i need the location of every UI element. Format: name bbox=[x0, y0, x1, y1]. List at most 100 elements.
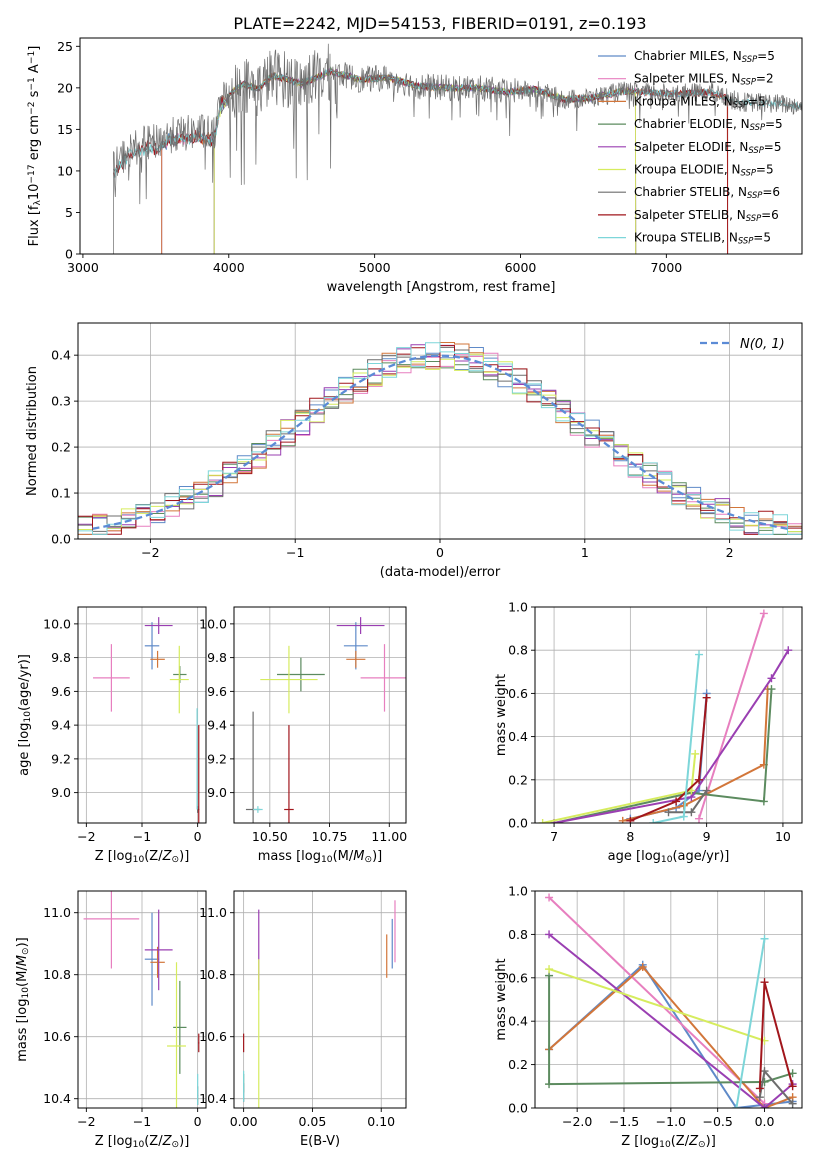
legend-label: Kroupa STELIB, NSSP=5 bbox=[634, 231, 771, 246]
series-marker bbox=[545, 930, 554, 939]
y-tick-label: 11.0 bbox=[199, 905, 227, 920]
y-tick-label: 0.6 bbox=[508, 686, 528, 701]
series-marker bbox=[649, 819, 658, 823]
axes-frame bbox=[79, 37, 803, 255]
y-tick-label: 0.8 bbox=[508, 643, 528, 658]
legend-label: Chabrier STELIB, NSSP=6 bbox=[634, 185, 780, 200]
y-tick-label: 10.4 bbox=[43, 1091, 71, 1106]
series-marker bbox=[767, 674, 776, 683]
x-tick-label: 0 bbox=[194, 829, 202, 844]
y-tick-label: 0.8 bbox=[508, 927, 528, 942]
spectrum-frame: 3000 4000 5000 6000 7000 0 5 10 15 20 25 wavelength… bbox=[27, 37, 803, 295]
x-tick-label: 10 bbox=[775, 829, 791, 844]
y-tick-label: 9.4 bbox=[207, 718, 227, 733]
x-axis-label: E(B-V) bbox=[300, 1134, 340, 1149]
mass_vs_Z-frame: −2 −1 0 10.4 10.6 10.8 11.0 Z [log10(Z/Z⊙)] mass… bbox=[15, 890, 207, 1150]
data-point-chabrier_miles bbox=[144, 622, 160, 670]
y-axis-label: age [log10(age/yr)] bbox=[17, 654, 33, 776]
series-marker bbox=[545, 965, 554, 974]
data-point-kroupa_stelib bbox=[197, 1073, 199, 1105]
y-tick-label: 9.2 bbox=[51, 751, 71, 766]
mass_vs_ebv-axes bbox=[234, 891, 406, 1108]
series-marker bbox=[759, 609, 768, 618]
series-marker bbox=[755, 1093, 764, 1102]
x-tick-label: −2 bbox=[77, 1114, 95, 1129]
series-marker bbox=[695, 650, 704, 659]
series-marker bbox=[545, 893, 554, 902]
axes-frame bbox=[233, 890, 407, 1109]
mass_vs_Z-plot-area bbox=[83, 891, 200, 1108]
y-axis-label: mass weight bbox=[494, 674, 509, 756]
y-tick-label: 0 bbox=[65, 247, 73, 262]
x-tick-label: 5000 bbox=[359, 260, 391, 275]
observed-spectrum-line bbox=[113, 43, 802, 254]
series-marker bbox=[545, 1080, 554, 1089]
x-axis-label: age [log10(age/yr)] bbox=[608, 849, 730, 865]
data-point-kroupa_elodie bbox=[169, 645, 189, 714]
series-marker bbox=[695, 814, 704, 823]
data-point-salpeter_elodie bbox=[144, 909, 173, 991]
y-tick-label: 9.4 bbox=[51, 718, 71, 733]
series-marker bbox=[759, 797, 768, 806]
y-axis-label: mass [log10(M/M⊙)] bbox=[15, 937, 31, 1061]
series-line-salpeter_stelib bbox=[630, 697, 708, 822]
x-tick-label: 0.10 bbox=[367, 1114, 395, 1129]
data-point-salpeter_stelib bbox=[198, 1033, 200, 1053]
series-marker bbox=[760, 1104, 769, 1108]
age_vs_Z-axes bbox=[78, 607, 206, 823]
data-point-chabrier_elodie bbox=[277, 657, 325, 692]
data-point-salpeter_miles bbox=[93, 644, 130, 712]
x-tick-label: 8 bbox=[626, 829, 634, 844]
residuals-frame: −2 −1 0 1 2 0.0 0.1 0.2 0.3 0.4 (data-model)/error… bbox=[25, 322, 803, 580]
series-marker bbox=[732, 1104, 741, 1108]
y-tick-label: 10.8 bbox=[199, 967, 227, 982]
x-tick-label: −1 bbox=[133, 1114, 151, 1129]
age_vs_mass-frame: 10.50 10.75 11.00 9.0 9.2 9.4 9.6 9.8 10.0 mass [… bbox=[199, 606, 407, 865]
axes-frame bbox=[534, 606, 803, 824]
series-marker bbox=[784, 646, 793, 655]
y-tick-label: 0.0 bbox=[508, 816, 528, 831]
y-tick-label: 15 bbox=[57, 122, 73, 137]
x-tick-label: −2.0 bbox=[562, 1114, 592, 1129]
series-marker bbox=[664, 808, 673, 817]
legend-label: Chabrier ELODIE, NSSP=5 bbox=[634, 117, 783, 132]
x-axis-label: Z [log10(Z/Z⊙)] bbox=[95, 1134, 190, 1150]
y-tick-label: 0.6 bbox=[508, 970, 528, 985]
data-point-kroupa_elodie bbox=[260, 645, 318, 714]
histogram-kroupa_stelib bbox=[78, 342, 802, 535]
y-tick-label: 10 bbox=[57, 163, 73, 178]
age_vs_mass-axes bbox=[234, 607, 406, 823]
mass_vs_Z-axes bbox=[78, 891, 206, 1108]
mass_vs_ebv-plot-area bbox=[243, 900, 396, 1108]
y-tick-label: 0.0 bbox=[508, 1101, 528, 1116]
y-tick-label: 10.6 bbox=[43, 1029, 71, 1044]
y-tick-label: 10.4 bbox=[199, 1091, 227, 1106]
age_vs_Z-frame: −2 −1 0 9.0 9.2 9.4 9.6 9.8 10.0 Z [log10(Z/Z⊙)] a… bbox=[17, 606, 207, 865]
y-tick-label: 9.0 bbox=[51, 785, 71, 800]
y-axis-label: Flux [fλ10−17 erg cm−2 s−1 A−1] bbox=[27, 46, 43, 247]
y-tick-label: 0.4 bbox=[508, 729, 528, 744]
legend-label: Salpeter STELIB, NSSP=6 bbox=[634, 208, 779, 223]
series-line-kroupa_stelib bbox=[735, 938, 766, 1108]
legend-label: Kroupa MILES, NSSP=5 bbox=[634, 94, 766, 109]
series-marker bbox=[755, 1084, 764, 1093]
series-marker bbox=[788, 1099, 797, 1108]
series-marker bbox=[702, 786, 711, 795]
legend-label: Kroupa ELODIE, NSSP=5 bbox=[634, 163, 774, 178]
series-line-salpeter_elodie bbox=[553, 649, 790, 823]
x-tick-label: 1 bbox=[581, 545, 589, 560]
series-marker bbox=[672, 797, 681, 806]
data-point-kroupa_miles bbox=[346, 650, 366, 668]
data-point-kroupa_miles bbox=[150, 650, 165, 668]
series-line-chabrier_elodie bbox=[548, 975, 793, 1086]
data-point-kroupa_elodie bbox=[167, 962, 186, 1108]
series-marker bbox=[702, 693, 711, 702]
legend-label: Salpeter MILES, NSSP=2 bbox=[634, 72, 774, 87]
y-axis-label: mass weight bbox=[494, 958, 509, 1040]
data-point-salpeter_elodie bbox=[336, 617, 385, 634]
residuals-legend: N(0, 1) bbox=[700, 337, 785, 352]
y-tick-label: 10.8 bbox=[43, 967, 71, 982]
mass_vs_ebv-frame: 0.00 0.05 0.10 10.4 10.6 10.8 11.0 E(B-V) bbox=[199, 890, 407, 1149]
x-tick-label: −2 bbox=[77, 829, 95, 844]
x-tick-label: 3000 bbox=[67, 260, 99, 275]
